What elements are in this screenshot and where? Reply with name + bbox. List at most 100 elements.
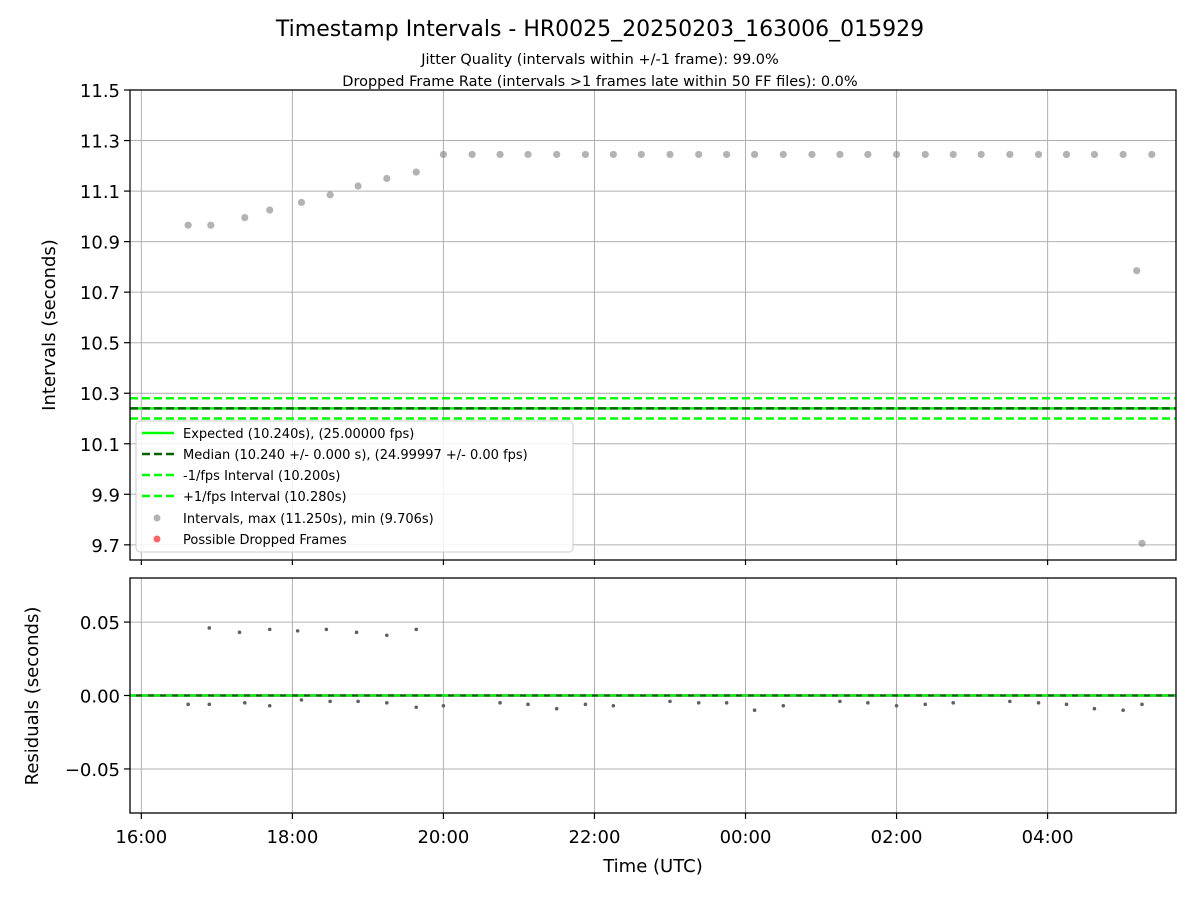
x-tick-label: 16:00 [115,827,167,848]
residual-point [414,705,419,710]
interval-point [666,150,674,159]
interval-point [1133,267,1141,275]
legend-intervals-marker [153,514,161,522]
top-y-tick-label: 9.9 [91,485,120,506]
residual-point [324,627,329,632]
interval-point [637,150,645,159]
bottom-y-tick-label: 0.00 [80,687,120,708]
residual-point [724,701,729,705]
interval-point [553,150,561,159]
interval-point [779,150,787,159]
interval-point [1034,150,1043,159]
residual-point [1092,706,1097,711]
interval-point [1090,150,1099,159]
x-tick-label: 22:00 [569,827,621,848]
bottom-y-ticks: −0.05 0.00 0.05 [65,613,130,781]
interval-point [836,150,844,159]
interval-point [326,191,334,199]
residual-point [583,702,588,707]
top-interval-points [184,150,1156,547]
legend-plus-fps-label: +1/fps Interval (10.280s) [183,490,347,505]
top-y-tick-label: 10.9 [80,233,120,254]
residual-point [1140,702,1144,707]
bottom-y-axis-label: Residuals (seconds) [22,607,43,786]
residual-point [207,626,212,630]
residual-point [186,702,190,707]
x-tick-label: 20:00 [417,827,469,848]
residual-point [328,699,332,704]
residual-point [384,701,389,705]
residual-point [237,630,242,635]
interval-point [864,150,872,159]
top-axes-frame [129,89,1177,561]
legend-dropped-marker [153,535,161,543]
chart-subtitle-jitter: Jitter Quality (intervals within +/-1 fr… [420,52,779,68]
interval-point [581,150,590,159]
legend: Expected (10.240s), (25.00000 fps) Media… [135,420,574,553]
top-reference-lines [130,397,1176,420]
interval-point [1119,150,1127,159]
top-y-tick-label: 11.1 [80,182,120,203]
legend-intervals-label: Intervals, max (11.250s), min (9.706s) [183,512,434,527]
interval-point [468,150,476,159]
interval-point [949,150,957,159]
interval-point [241,214,249,222]
residual-point [384,633,389,638]
interval-point [695,150,703,159]
residual-point [207,702,212,707]
interval-point [977,150,985,159]
residual-point [752,708,757,712]
top-y-tick-label: 10.5 [80,334,120,355]
residual-point [267,703,272,708]
interval-point [921,150,929,159]
chart-title: Timestamp Intervals - HR0025_20250203_16… [275,17,924,42]
top-y-tick-label: 10.7 [80,283,120,304]
residual-point [295,629,300,633]
top-panel: 9.7 9.9 10.1 10.3 10.5 10.7 10.9 11.1 11.3 11.5 I… [39,81,1177,565]
x-axis-label: Time (UTC) [602,856,703,877]
chart-subtitle-dropped: Dropped Frame Rate (intervals >1 frames … [342,74,857,90]
x-tick-label: 18:00 [266,827,318,848]
legend-minus-fps-label: -1/fps Interval (10.200s) [183,469,340,484]
top-y-tick-label: 11.3 [80,132,120,153]
x-tick-label: 02:00 [871,827,923,848]
interval-point [723,150,731,159]
x-tick-label: 04:00 [1022,827,1074,848]
residual-point [1064,702,1069,707]
top-y-ticks: 9.7 9.9 10.1 10.3 10.5 10.7 10.9 11.1 11.3 11.5 [80,81,130,557]
top-y-tick-label: 10.3 [80,384,120,405]
residual-point [356,699,360,704]
residual-point [611,703,616,708]
interval-point [266,206,274,214]
interval-point [609,150,617,159]
residual-point [838,699,842,704]
residual-point [354,630,359,635]
residual-point [498,701,502,705]
residual-point [1008,699,1012,704]
residual-point [696,701,701,705]
top-y-tick-label: 9.7 [91,536,120,557]
residual-point [441,703,446,708]
top-y-tick-label: 10.1 [80,435,120,456]
interval-point [207,221,215,229]
bottom-residual-points [186,626,1144,712]
interval-point [383,174,391,183]
legend-expected-label: Expected (10.240s), (25.00000 fps) [183,427,414,442]
interval-point [354,182,362,190]
residual-point [866,701,870,705]
bottom-x-ticks: 16:00 18:00 20:00 22:00 00:00 02:00 04:00 [115,813,1074,848]
residual-point [1121,708,1125,712]
interval-point [1148,150,1156,159]
residual-point [951,701,956,705]
interval-point [1138,539,1146,547]
interval-point [1006,150,1014,159]
interval-point [808,150,816,159]
interval-point [750,150,759,159]
bottom-y-tick-label: −0.05 [65,760,120,781]
interval-point [496,150,504,159]
residual-point [526,702,530,707]
top-y-axis-label: Intervals (seconds) [39,239,60,411]
residual-point [781,703,786,708]
bottom-y-tick-label: 0.05 [80,613,120,634]
top-x-ticks [140,560,1049,565]
